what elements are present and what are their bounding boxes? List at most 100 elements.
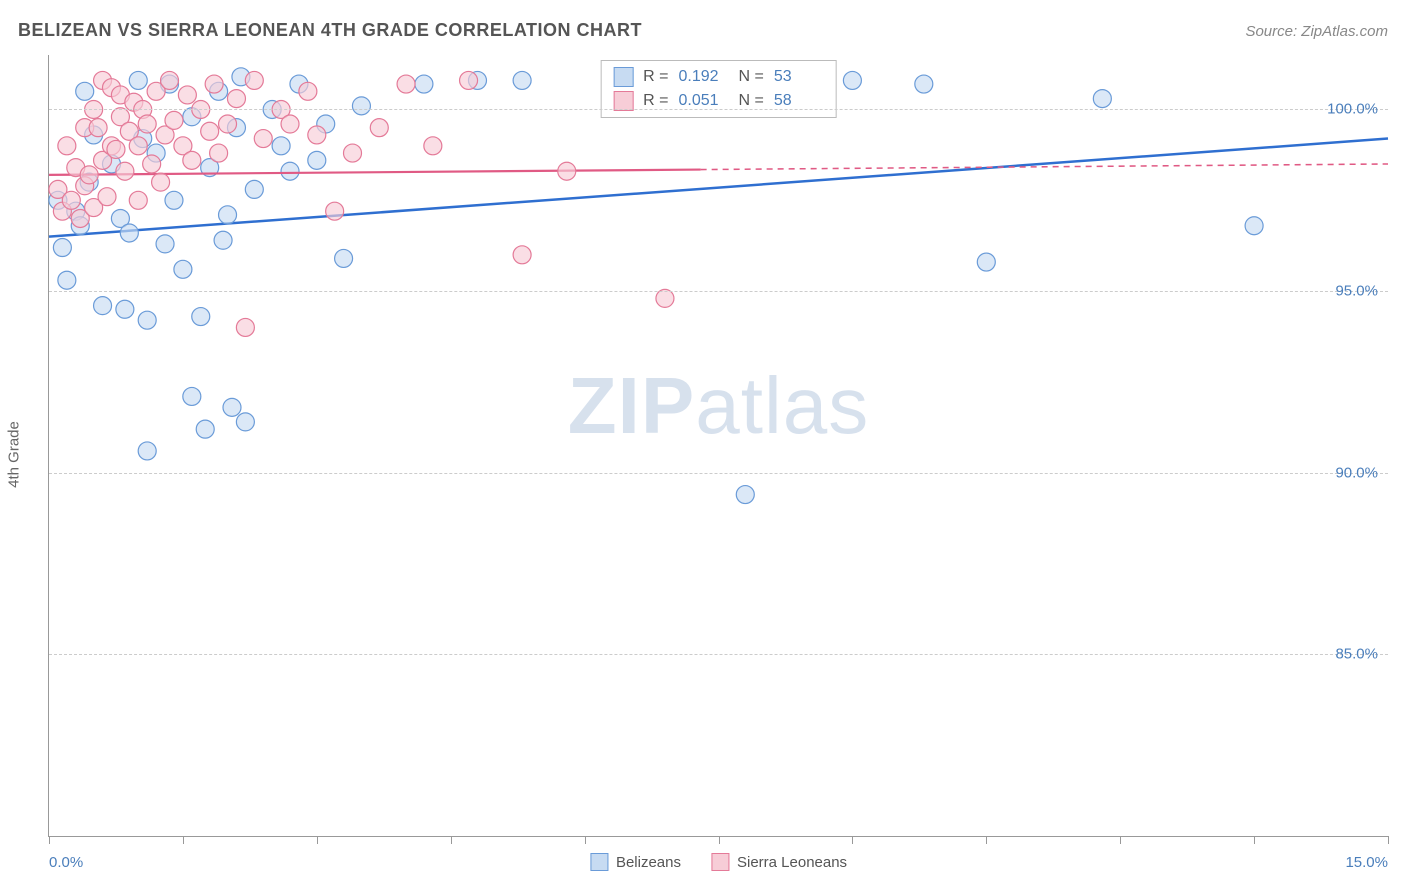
footer-legend: Belizeans Sierra Leoneans bbox=[590, 853, 847, 871]
x-tick bbox=[719, 836, 720, 844]
data-point bbox=[116, 162, 134, 180]
y-tick-label: 90.0% bbox=[1335, 464, 1378, 481]
data-point bbox=[62, 191, 80, 209]
x-min-label: 0.0% bbox=[49, 854, 83, 871]
stats-n-value: 53 bbox=[774, 68, 824, 86]
data-point bbox=[843, 71, 861, 89]
data-point bbox=[352, 97, 370, 115]
data-point bbox=[165, 191, 183, 209]
data-point bbox=[143, 155, 161, 173]
x-tick bbox=[183, 836, 184, 844]
data-point bbox=[161, 71, 179, 89]
x-tick bbox=[986, 836, 987, 844]
stats-r-label: R = bbox=[643, 68, 668, 86]
data-point bbox=[174, 260, 192, 278]
data-point bbox=[129, 137, 147, 155]
data-point bbox=[254, 130, 272, 148]
data-point bbox=[156, 235, 174, 253]
data-point bbox=[138, 442, 156, 460]
stats-row: R = 0.192 N = 53 bbox=[613, 65, 824, 89]
x-tick bbox=[49, 836, 50, 844]
chart-plot-area: ZIPatlas R =0.192N =53R =0.051N =58 Beli… bbox=[48, 55, 1388, 837]
x-tick bbox=[1120, 836, 1121, 844]
data-point bbox=[223, 398, 241, 416]
stats-r-label: R = bbox=[643, 92, 668, 110]
y-tick-label: 100.0% bbox=[1327, 101, 1378, 118]
data-point bbox=[558, 162, 576, 180]
data-point bbox=[272, 137, 290, 155]
data-point bbox=[415, 75, 433, 93]
data-point bbox=[183, 151, 201, 169]
y-tick-label: 95.0% bbox=[1335, 283, 1378, 300]
data-point bbox=[94, 297, 112, 315]
data-point bbox=[76, 82, 94, 100]
legend-label: Sierra Leoneans bbox=[737, 854, 847, 871]
data-point bbox=[308, 126, 326, 144]
chart-header: BELIZEAN VS SIERRA LEONEAN 4TH GRADE COR… bbox=[18, 20, 1388, 41]
stats-n-label: N = bbox=[739, 68, 764, 86]
x-tick bbox=[317, 836, 318, 844]
data-point bbox=[178, 86, 196, 104]
data-point bbox=[89, 119, 107, 137]
data-point bbox=[192, 308, 210, 326]
data-point bbox=[915, 75, 933, 93]
data-point bbox=[370, 119, 388, 137]
data-point bbox=[460, 71, 478, 89]
data-point bbox=[152, 173, 170, 191]
legend-label: Belizeans bbox=[616, 854, 681, 871]
data-point bbox=[335, 249, 353, 267]
legend-item: Sierra Leoneans bbox=[711, 853, 847, 871]
data-point bbox=[344, 144, 362, 162]
legend-swatch bbox=[711, 853, 729, 871]
stats-n-value: 58 bbox=[774, 92, 824, 110]
data-point bbox=[120, 224, 138, 242]
data-point bbox=[129, 71, 147, 89]
data-point bbox=[308, 151, 326, 169]
data-point bbox=[281, 162, 299, 180]
data-point bbox=[1245, 217, 1263, 235]
data-point bbox=[219, 206, 237, 224]
data-point bbox=[326, 202, 344, 220]
data-point bbox=[196, 420, 214, 438]
x-max-label: 15.0% bbox=[1345, 854, 1388, 871]
data-point bbox=[58, 137, 76, 155]
data-point bbox=[977, 253, 995, 271]
data-point bbox=[227, 90, 245, 108]
data-point bbox=[424, 137, 442, 155]
data-point bbox=[116, 300, 134, 318]
data-point bbox=[205, 75, 223, 93]
data-point bbox=[736, 486, 754, 504]
data-point bbox=[53, 239, 71, 257]
data-point bbox=[138, 311, 156, 329]
gridline-h bbox=[49, 654, 1388, 655]
x-tick bbox=[852, 836, 853, 844]
stats-r-value: 0.192 bbox=[679, 68, 729, 86]
stats-r-value: 0.051 bbox=[679, 92, 729, 110]
data-point bbox=[236, 318, 254, 336]
chart-source: Source: ZipAtlas.com bbox=[1245, 23, 1388, 40]
stats-n-label: N = bbox=[739, 92, 764, 110]
data-point bbox=[138, 115, 156, 133]
data-point bbox=[236, 413, 254, 431]
data-point bbox=[245, 71, 263, 89]
data-point bbox=[245, 180, 263, 198]
data-point bbox=[219, 115, 237, 133]
legend-swatch bbox=[590, 853, 608, 871]
scatter-svg bbox=[49, 55, 1388, 836]
stats-swatch bbox=[613, 67, 633, 87]
data-point bbox=[1093, 90, 1111, 108]
y-axis-label: 4th Grade bbox=[6, 421, 23, 488]
data-point bbox=[80, 166, 98, 184]
data-point bbox=[107, 140, 125, 158]
stats-swatch bbox=[613, 91, 633, 111]
data-point bbox=[513, 71, 531, 89]
data-point bbox=[214, 231, 232, 249]
y-tick-label: 85.0% bbox=[1335, 646, 1378, 663]
x-tick bbox=[1388, 836, 1389, 844]
data-point bbox=[397, 75, 415, 93]
x-tick bbox=[451, 836, 452, 844]
legend-item: Belizeans bbox=[590, 853, 681, 871]
data-point bbox=[58, 271, 76, 289]
data-point bbox=[210, 144, 228, 162]
gridline-h bbox=[49, 109, 1388, 110]
